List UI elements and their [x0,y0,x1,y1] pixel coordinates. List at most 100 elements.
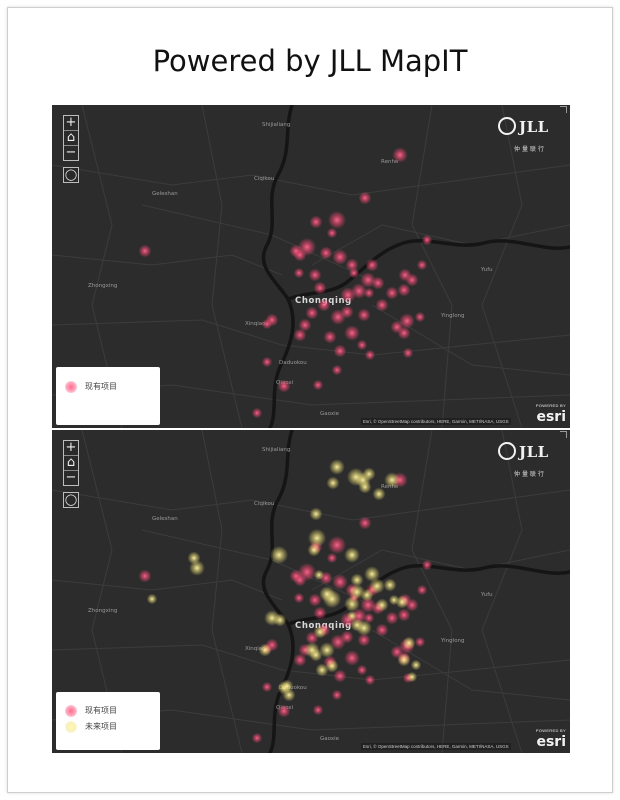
project-point[interactable] [330,309,346,325]
project-point[interactable] [331,689,343,701]
project-point[interactable] [138,569,152,583]
project-point[interactable] [346,610,358,622]
project-point[interactable] [277,379,291,393]
project-point[interactable] [397,653,411,667]
project-point[interactable] [410,659,422,671]
project-point[interactable] [350,618,364,632]
project-point[interactable] [332,574,348,590]
project-point[interactable] [375,623,389,637]
project-point[interactable] [384,472,400,488]
project-point[interactable] [351,283,367,299]
project-point[interactable] [356,339,368,351]
project-point[interactable] [372,487,386,501]
home-button[interactable]: ⌂ [64,456,78,471]
project-point[interactable] [313,569,325,581]
project-point[interactable] [251,407,263,419]
project-point[interactable] [308,593,322,607]
locate-button[interactable]: ◯ [63,167,79,183]
project-point[interactable] [416,259,428,271]
project-point[interactable] [327,535,347,555]
project-point[interactable] [344,325,360,341]
project-point[interactable] [402,636,416,650]
project-point[interactable] [421,234,433,246]
zoom-out-button[interactable]: − [65,145,77,160]
project-point[interactable] [332,249,348,265]
project-point[interactable] [313,281,327,295]
project-point[interactable] [392,147,408,163]
project-point[interactable] [333,669,347,683]
project-point[interactable] [269,545,289,565]
project-point[interactable] [369,578,385,594]
project-point[interactable] [360,588,374,602]
project-point[interactable] [317,298,331,312]
project-point[interactable] [326,476,340,490]
project-point[interactable] [293,592,305,604]
map-existing-and-future-projects[interactable]: Shijialiang Renhe Ciqikou Geleshan Zhong… [52,430,570,753]
project-point[interactable] [414,311,426,323]
project-point[interactable] [313,625,327,639]
project-point[interactable] [319,246,333,260]
project-point[interactable] [280,679,294,693]
project-point[interactable] [319,642,335,658]
project-point[interactable] [350,573,364,587]
project-point[interactable] [325,659,339,673]
project-point[interactable] [293,248,307,262]
project-point[interactable] [358,516,372,530]
project-point[interactable] [406,671,418,683]
expand-icon[interactable] [560,431,567,438]
project-point[interactable] [258,643,272,657]
project-point[interactable] [348,267,360,279]
project-point[interactable] [308,268,322,282]
project-point[interactable] [358,191,372,205]
project-point[interactable] [364,566,380,582]
project-point[interactable] [293,653,307,667]
project-point[interactable] [344,547,360,563]
project-point[interactable] [261,681,273,693]
expand-icon[interactable] [560,106,567,113]
project-point[interactable] [319,586,335,602]
project-point[interactable] [375,298,389,312]
project-point[interactable] [309,648,323,662]
project-point[interactable] [385,286,399,300]
project-point[interactable] [365,258,379,272]
project-point[interactable] [273,613,287,627]
project-point[interactable] [371,276,385,290]
project-point[interactable] [397,326,411,340]
project-point[interactable] [333,344,347,358]
project-point[interactable] [307,543,321,557]
project-point[interactable] [331,364,343,376]
project-point[interactable] [383,578,397,592]
project-point[interactable] [416,584,428,596]
project-point[interactable] [397,608,411,622]
project-point[interactable] [385,611,399,625]
project-point[interactable] [261,318,273,330]
project-point[interactable] [307,528,327,548]
project-point[interactable] [402,347,414,359]
locate-button[interactable]: ◯ [63,492,79,508]
project-point[interactable] [312,379,324,391]
project-point[interactable] [375,598,389,612]
project-point[interactable] [323,330,337,344]
zoom-out-button[interactable]: − [65,470,77,485]
project-point[interactable] [293,573,307,587]
project-point[interactable] [414,636,426,648]
project-point[interactable] [344,596,360,612]
project-point[interactable] [395,595,409,609]
zoom-in-button[interactable]: + [64,115,78,131]
project-point[interactable] [298,318,312,332]
project-point[interactable] [326,227,338,239]
project-point[interactable] [293,328,307,342]
project-point[interactable] [356,664,368,676]
project-point[interactable] [293,267,305,279]
project-point[interactable] [305,306,319,320]
project-point[interactable] [330,634,346,650]
project-point[interactable] [357,633,371,647]
project-point[interactable] [309,215,323,229]
project-point[interactable] [364,674,376,686]
project-point[interactable] [357,308,371,322]
zoom-in-button[interactable]: + [64,440,78,456]
project-point[interactable] [261,356,273,368]
project-point[interactable] [344,650,360,666]
project-point[interactable] [326,552,338,564]
project-point[interactable] [146,593,158,605]
